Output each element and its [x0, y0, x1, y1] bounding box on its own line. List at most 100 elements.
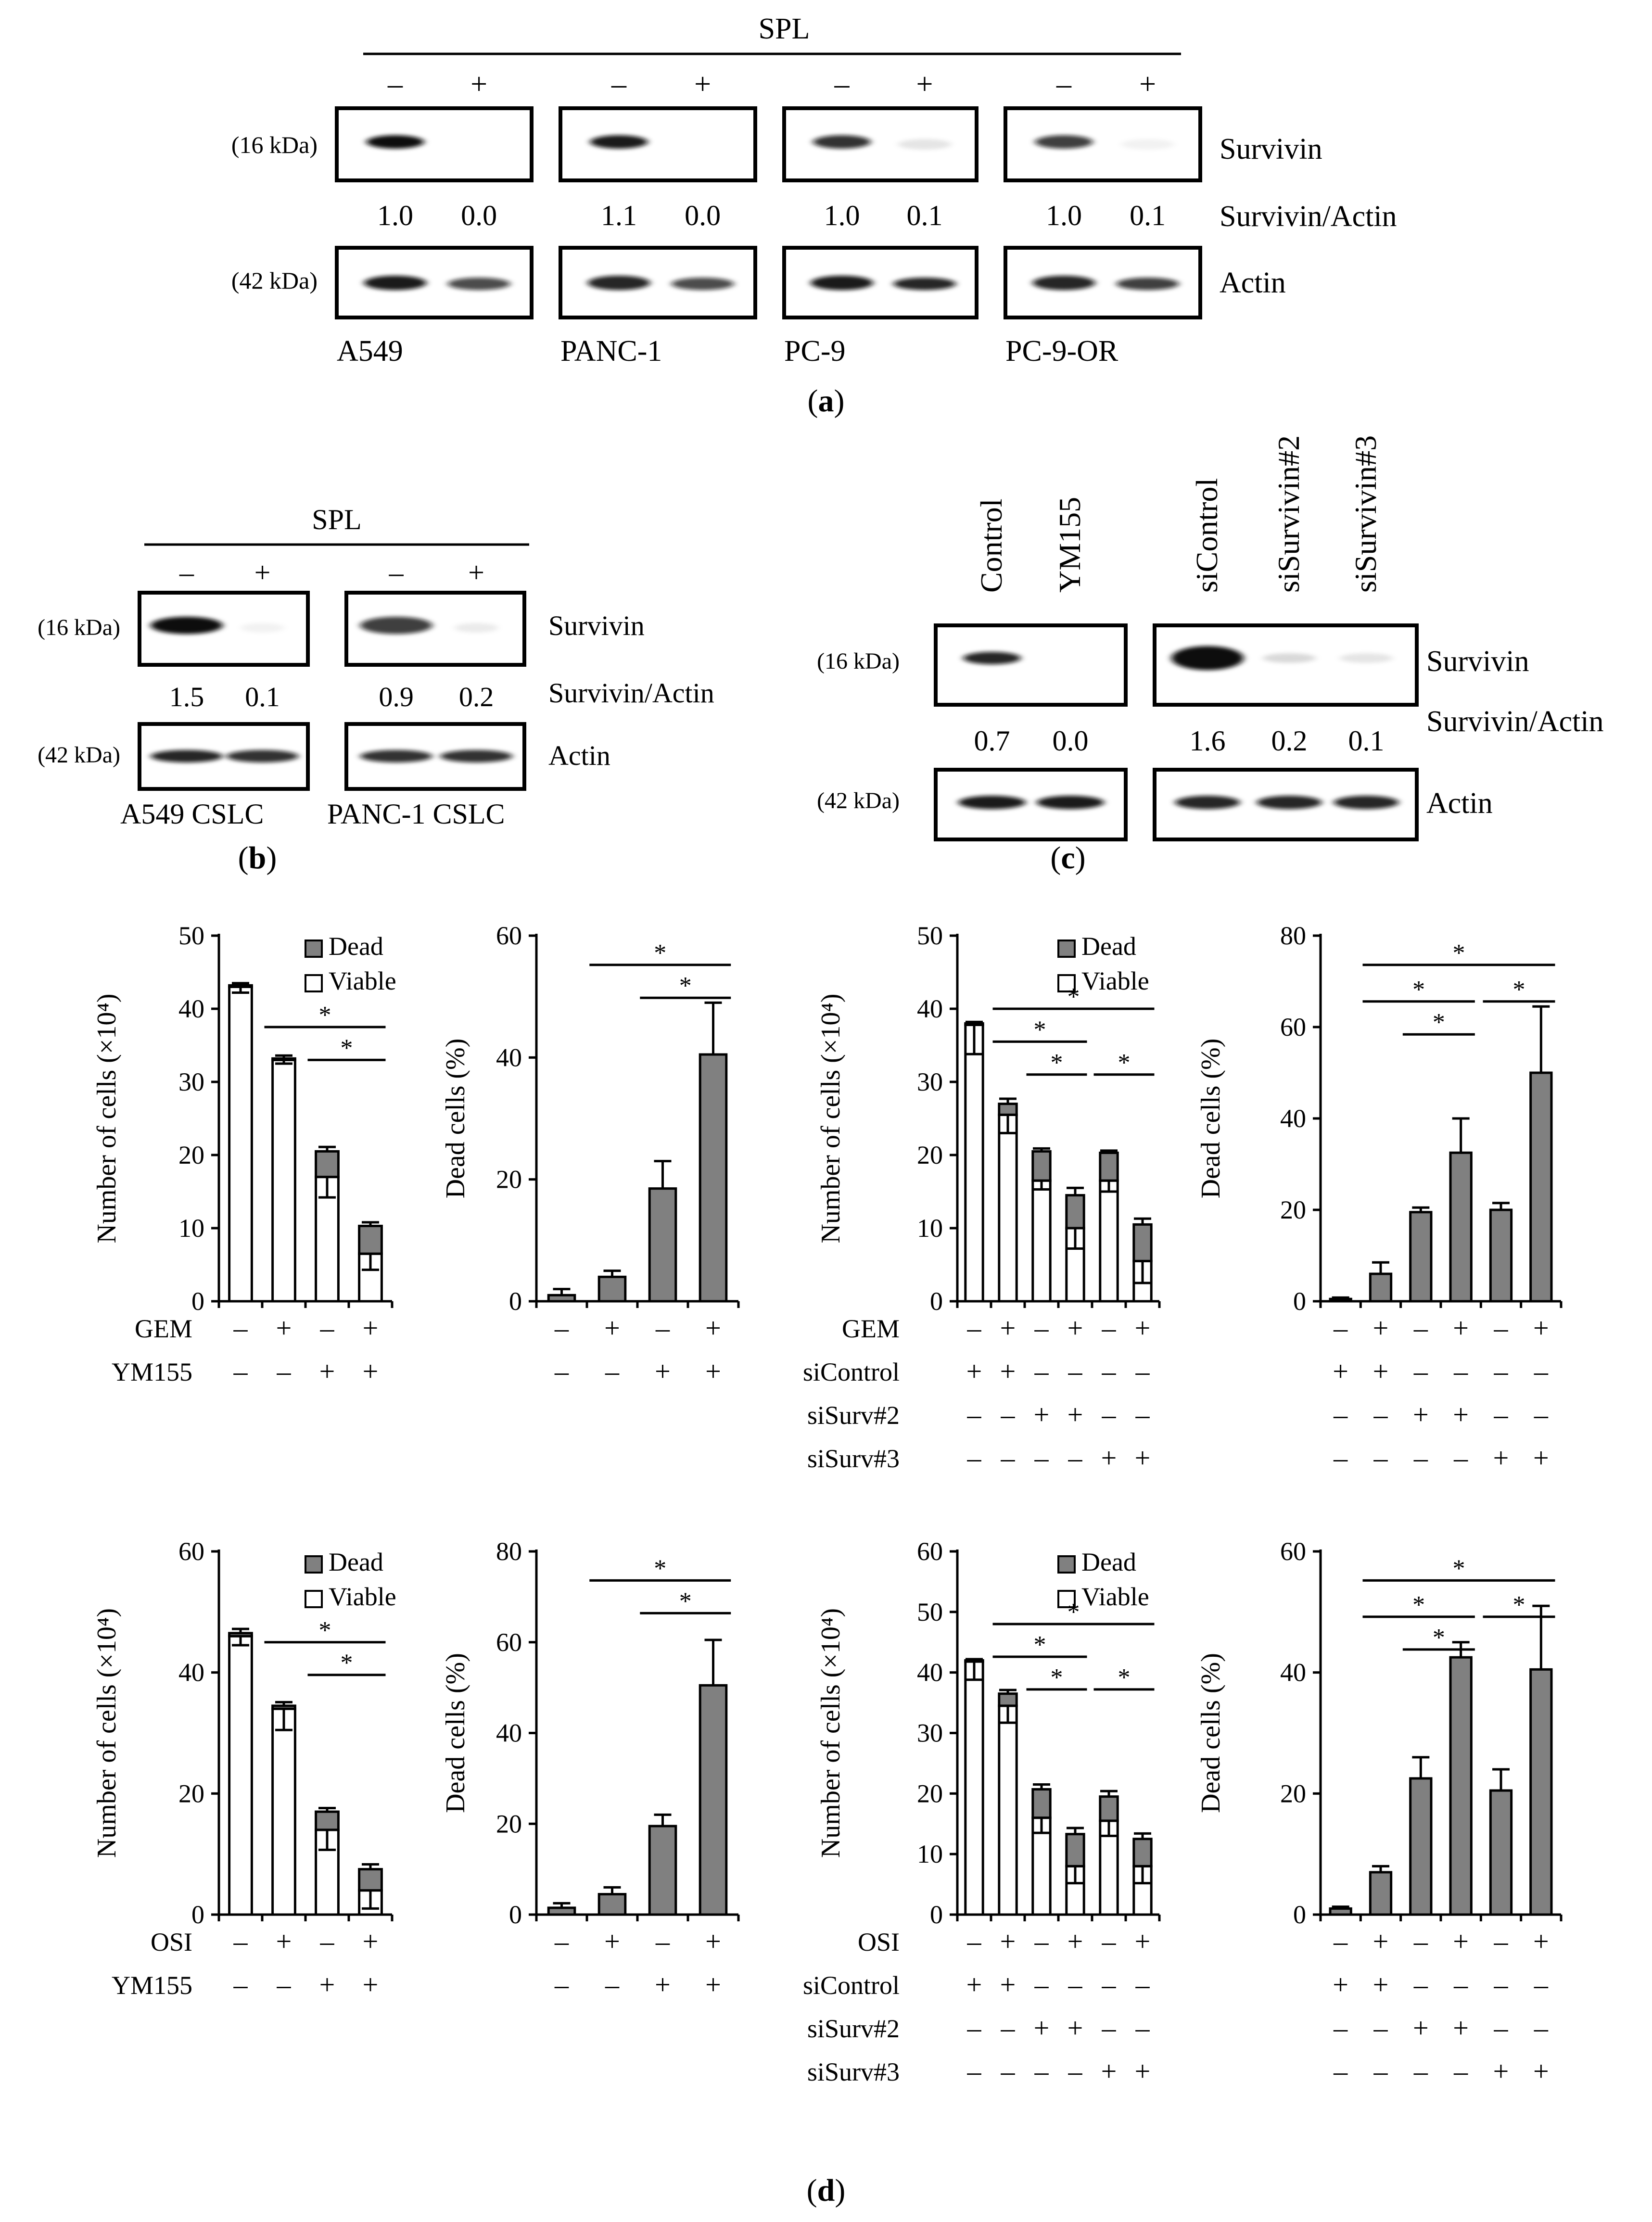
- treatment-sign: –: [1034, 1442, 1049, 1473]
- lane-sign-minus: –: [834, 68, 850, 101]
- survivin-band: [813, 135, 871, 149]
- bar-viable: [998, 1704, 1018, 1916]
- treatment-label: siSurv#3: [807, 1444, 900, 1473]
- treatment-sign: –: [1453, 1442, 1468, 1473]
- label-letter: a: [818, 383, 834, 419]
- survivin-band: [1171, 646, 1244, 670]
- survivin-blot-box: [934, 623, 1128, 707]
- treatment-sign: –: [1333, 1926, 1348, 1957]
- y-tick-label: 40: [496, 1719, 522, 1748]
- treatment-sign: –: [1034, 1312, 1049, 1344]
- treatment-sign: –: [1102, 1969, 1117, 2000]
- treatment-sign: –: [1001, 1399, 1016, 1430]
- treatment-sign: –: [1102, 1399, 1117, 1430]
- lane-label: Control: [974, 498, 1008, 593]
- chart-d-osi-ym155-count: 0 20 40 60 Number of cells (×10⁴) Dead Viable *…: [92, 1537, 396, 2000]
- survivin-band: [151, 617, 223, 634]
- y-tick-label: 0: [1293, 1900, 1306, 1929]
- treatment-sign: –: [605, 1356, 620, 1387]
- actin-band: [958, 796, 1026, 809]
- significance-star: *: [1453, 1555, 1465, 1582]
- treatment-sign: +: [1533, 2056, 1549, 2087]
- treatment-sign: –: [1001, 2056, 1016, 2087]
- bar-dead-cells: [597, 1275, 627, 1303]
- legend-swatch-viable: [1057, 974, 1076, 992]
- significance-star: *: [1067, 983, 1080, 1011]
- treatment-sign: –: [1373, 1399, 1388, 1430]
- significance-star: *: [341, 1650, 353, 1677]
- y-axis-label: Number of cells (×10⁴): [92, 993, 122, 1243]
- y-tick-label: 0: [930, 1900, 943, 1929]
- treatment-sign: –: [1068, 2056, 1083, 2087]
- bar-viable: [998, 1113, 1018, 1303]
- actin-band: [1334, 796, 1399, 809]
- treatment-sign: +: [276, 1312, 292, 1344]
- significance-star: *: [1051, 1049, 1063, 1077]
- y-axis-label: Dead cells (%): [1196, 1653, 1226, 1813]
- treatment-label: siSurv#2: [807, 2014, 900, 2043]
- bar-dead: [228, 1632, 253, 1638]
- treatment-sign: +: [363, 1312, 379, 1344]
- treatment-sign: –: [1001, 2012, 1016, 2044]
- treatment-label: OSI: [151, 1928, 192, 1956]
- treatment-sign: +: [276, 1926, 292, 1957]
- label-paren-close: ): [835, 2173, 845, 2208]
- treatment-sign: +: [1000, 1312, 1016, 1344]
- y-tick-label: 20: [496, 1809, 522, 1838]
- label-paren-open: (: [807, 2173, 817, 2208]
- label-letter: c: [1061, 840, 1075, 876]
- bar-dead-cells: [648, 1187, 677, 1303]
- bar-dead: [271, 1057, 296, 1061]
- y-tick-label: 10: [917, 1214, 943, 1243]
- y-tick-label: 50: [178, 921, 204, 950]
- ratio-value: 0.1: [1130, 200, 1166, 231]
- significance-star: *: [1034, 1016, 1046, 1043]
- treatment-sign: –: [233, 1356, 248, 1387]
- treatment-sign: –: [1333, 2012, 1348, 2044]
- ratio-row-label: Survivin/Actin: [548, 677, 714, 709]
- treatment-sign: –: [1494, 1969, 1509, 2000]
- significance-star: *: [319, 1617, 331, 1644]
- bar-dead: [964, 1022, 984, 1026]
- panel-d-bar-charts: 0 10 20 30 40 50 Number of cells (×10⁴) Dead Via…: [92, 921, 1563, 2208]
- treatment-sign: –: [1034, 2056, 1049, 2087]
- bar-dead: [358, 1868, 383, 1892]
- y-axis-label: Dead cells (%): [441, 1039, 470, 1199]
- chart-d-gem-ym155-count: 0 10 20 30 40 50 Number of cells (×10⁴) Dead Via…: [92, 921, 396, 1387]
- y-tick-label: 20: [917, 1779, 943, 1808]
- treatment-sign: +: [1067, 1926, 1083, 1957]
- marker-16kda: (16 kDa): [38, 615, 120, 640]
- bar-dead-cells: [1449, 1151, 1473, 1303]
- treatment-sign: +: [1067, 1312, 1083, 1344]
- bar-dead: [1031, 1150, 1052, 1182]
- legend-label-dead: Dead: [329, 932, 383, 961]
- chart-d-gem-ym155-dead: 0 20 40 60 Dead cells (%) * * – + – + – – + +: [441, 921, 740, 1387]
- bar-dead: [271, 1704, 296, 1710]
- lane-sign-minus: –: [611, 68, 627, 101]
- y-axis-label: Dead cells (%): [441, 1653, 470, 1813]
- treatment-sign: –: [1034, 1356, 1049, 1387]
- spl-label: SPL: [312, 504, 361, 535]
- significance-star: *: [1067, 1599, 1080, 1626]
- ratio-row-label: Survivin/Actin: [1220, 200, 1397, 233]
- treatment-sign: +: [1493, 1442, 1509, 1473]
- bar-dead: [315, 1810, 340, 1831]
- treatment-sign: +: [1000, 1356, 1016, 1387]
- ratio-value: 1.0: [1046, 200, 1082, 231]
- y-tick-label: 40: [1280, 1658, 1306, 1687]
- treatment-sign: –: [1534, 2012, 1549, 2044]
- treatment-label: GEM: [842, 1314, 900, 1343]
- lane-sign-plus: +: [694, 68, 711, 101]
- significance-star: *: [1412, 976, 1425, 1003]
- bar-dead: [1099, 1795, 1119, 1822]
- treatment-sign: –: [554, 1312, 569, 1344]
- significance-star: *: [1118, 1664, 1131, 1691]
- lane-sign-minus: –: [387, 68, 403, 101]
- treatment-sign: –: [1001, 1442, 1016, 1473]
- lane-label: siSurvivin#2: [1271, 435, 1306, 593]
- treatment-sign: –: [1102, 1356, 1117, 1387]
- treatment-label: OSI: [858, 1928, 900, 1956]
- protein-actin: Actin: [1220, 267, 1286, 299]
- label-paren-close: ): [1075, 840, 1086, 876]
